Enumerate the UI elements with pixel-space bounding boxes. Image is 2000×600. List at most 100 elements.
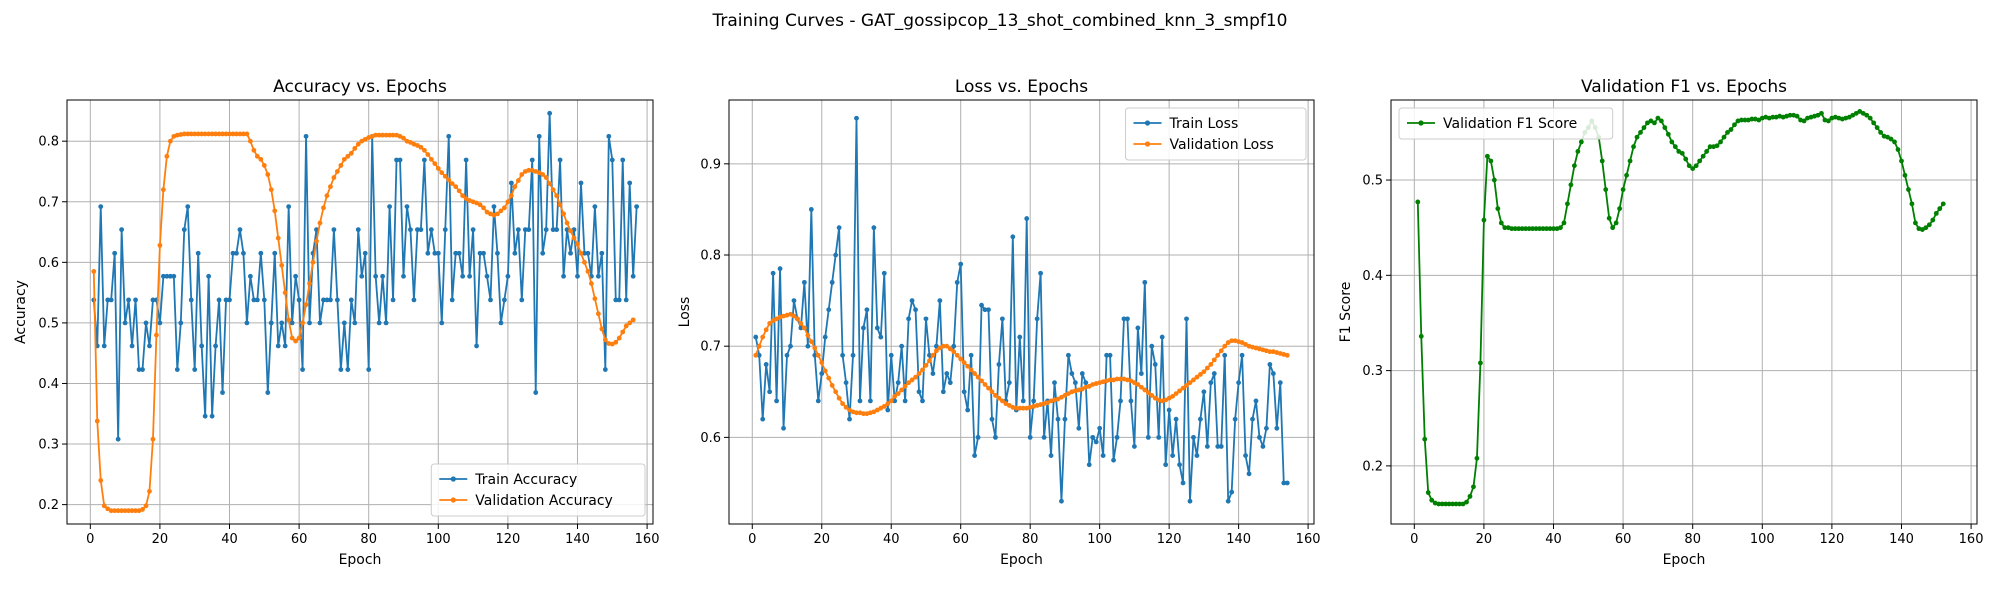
loss-data-point [1253, 398, 1259, 404]
accuracy-data-point [119, 508, 125, 514]
loss-data-point [1229, 489, 1235, 495]
accuracy-data-point [543, 175, 549, 180]
loss-data-point [1225, 498, 1231, 504]
loss-data-point [878, 334, 884, 340]
accuracy-data-point [582, 250, 587, 256]
f1-data-point [1794, 113, 1800, 119]
accuracy-data-point [439, 320, 445, 326]
loss-data-point [1059, 498, 1064, 504]
f1-data-point [1700, 153, 1706, 159]
loss-data-point [1173, 416, 1179, 422]
accuracy-legend-box [430, 463, 646, 517]
f1-data-point [1565, 201, 1570, 207]
loss-data-point [1243, 453, 1248, 459]
loss-data-point [1187, 380, 1193, 386]
loss-data-point [1013, 405, 1019, 411]
accuracy-data-point [317, 320, 323, 326]
loss-data-point [996, 362, 1002, 367]
loss-data-point [1072, 380, 1078, 386]
accuracy-data-point [554, 227, 560, 233]
loss-data-point [1020, 405, 1026, 411]
loss-data-point [1250, 416, 1255, 422]
loss-data-point [847, 416, 852, 422]
loss-data-point [815, 398, 821, 404]
loss-data-point [1069, 371, 1075, 376]
loss-data-point [1239, 352, 1245, 358]
loss-data-point [989, 416, 995, 422]
accuracy-data-point [126, 297, 131, 303]
f1-data-point [1547, 226, 1553, 232]
accuracy-y-tick-label: 0.7 [38, 195, 59, 210]
f1-data-point [1652, 120, 1657, 126]
loss-x-tick-label: 100 [1087, 532, 1112, 547]
loss-x-tick-label: 20 [813, 532, 830, 547]
accuracy-data-point [442, 173, 448, 179]
accuracy-data-point [227, 297, 232, 303]
accuracy-data-point [512, 250, 518, 256]
accuracy-data-point [512, 184, 518, 190]
loss-data-point [954, 352, 960, 358]
accuracy-data-point [223, 131, 229, 137]
f1-data-point [1474, 455, 1480, 461]
accuracy-data-point [595, 273, 601, 279]
loss-data-point [1142, 387, 1148, 393]
accuracy-legend-label: Validation Accuracy [475, 493, 613, 509]
loss-data-point [871, 225, 877, 231]
accuracy-data-point [613, 297, 619, 303]
accuracy-data-point [474, 343, 479, 349]
loss-data-point [753, 334, 759, 340]
accuracy-data-point [418, 227, 424, 233]
f1-data-point [1578, 139, 1584, 145]
accuracy-data-point [568, 228, 573, 234]
accuracy-data-point [303, 302, 309, 308]
f1-data-point [1627, 158, 1633, 164]
accuracy-data-point [380, 273, 386, 279]
accuracy-data-point [341, 320, 347, 326]
f1-data-point [1895, 147, 1901, 152]
loss-data-point [1128, 398, 1134, 404]
f1-data-point [1575, 149, 1581, 154]
loss-data-point [774, 398, 779, 404]
accuracy-data-point [94, 418, 100, 424]
loss-data-point [958, 261, 964, 267]
accuracy-data-point [627, 180, 633, 186]
loss-data-point [1166, 407, 1172, 413]
loss-data-point [1006, 380, 1012, 386]
loss-data-point [1138, 384, 1144, 390]
loss-series-line-0 [754, 117, 1288, 503]
loss-data-point [916, 389, 922, 395]
accuracy-data-point [348, 150, 354, 156]
accuracy-data-point [613, 339, 619, 345]
loss-data-point [1236, 380, 1242, 386]
accuracy-data-point [446, 133, 452, 139]
accuracy-data-point [435, 166, 441, 171]
f1-axes-frame [1390, 99, 1978, 525]
accuracy-x-tick-label: 120 [495, 532, 520, 547]
loss-data-point [843, 404, 849, 410]
accuracy-data-point [595, 311, 601, 317]
f1-data-point [1655, 115, 1661, 121]
f1-data-point [1464, 499, 1469, 505]
loss-data-point [1017, 405, 1023, 411]
loss-data-point [1142, 279, 1148, 285]
accuracy-data-point [484, 273, 490, 279]
loss-data-point [940, 389, 946, 395]
accuracy-data-point [495, 250, 500, 256]
accuracy-data-point [112, 508, 118, 514]
accuracy-data-point [101, 503, 107, 509]
f1-data-point [1679, 150, 1685, 156]
f1-data-point [1467, 493, 1473, 499]
accuracy-data-point [411, 297, 417, 303]
f1-y-tick-label: 0.4 [1362, 269, 1383, 284]
accuracy-data-point [334, 169, 340, 174]
accuracy-data-point [620, 157, 626, 163]
f1-data-point [1665, 131, 1671, 137]
loss-data-point [947, 346, 953, 352]
accuracy-data-point [519, 172, 525, 177]
f1-x-axis-label: Epoch [1663, 552, 1706, 568]
loss-data-point [961, 389, 967, 395]
loss-data-point [763, 362, 769, 367]
accuracy-data-point [599, 326, 605, 332]
loss-data-point [1222, 343, 1228, 349]
accuracy-data-point [383, 132, 389, 138]
